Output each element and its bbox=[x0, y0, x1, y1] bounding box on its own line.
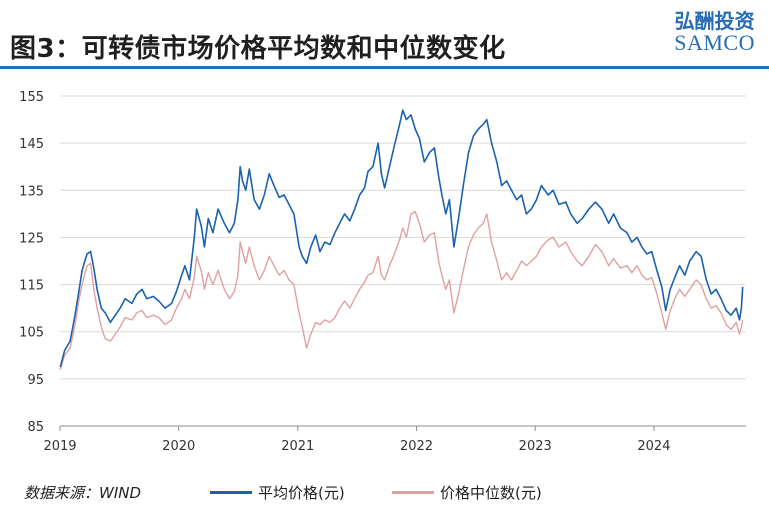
x-axis: 2019 2020 2021 2022 2023 2024 bbox=[43, 425, 746, 454]
y-tick-label: 135 bbox=[19, 184, 44, 199]
y-tick-label: 105 bbox=[19, 326, 44, 341]
brand-name-cn: 弘酬投资 bbox=[674, 9, 755, 33]
source-note: 数据来源：WIND bbox=[24, 484, 142, 502]
y-tick-label: 145 bbox=[19, 137, 44, 152]
y-axis-ticks: 85 95 105 115 125 135 145 155 bbox=[19, 90, 44, 435]
title-divider bbox=[0, 66, 769, 69]
series-lines bbox=[59, 109, 744, 370]
legend-swatch-mean bbox=[210, 491, 252, 494]
x-tick-label: 2024 bbox=[637, 439, 670, 454]
legend-label-mean: 平均价格(元) bbox=[258, 484, 345, 502]
brand-name-en: SAMCO bbox=[674, 30, 755, 55]
series-line-median bbox=[59, 210, 744, 370]
x-tick-label: 2020 bbox=[162, 439, 195, 454]
legend-swatch-median bbox=[392, 491, 434, 494]
y-tick-label: 115 bbox=[19, 279, 44, 294]
x-tick-label: 2021 bbox=[281, 439, 314, 454]
y-tick-label: 125 bbox=[19, 231, 44, 246]
y-tick-label: 85 bbox=[27, 420, 44, 435]
grid-lines bbox=[60, 95, 746, 380]
y-tick-label: 155 bbox=[19, 90, 44, 105]
x-tick-label: 2023 bbox=[519, 439, 552, 454]
page-title: 图3：可转债市场价格平均数和中位数变化 bbox=[10, 34, 506, 64]
chart-footer: 数据来源：WIND 平均价格(元) 价格中位数(元) bbox=[14, 482, 754, 504]
brand-logo: 弘酬投资 SAMCO bbox=[674, 10, 755, 54]
series-line-mean bbox=[59, 109, 744, 368]
x-tick-label: 2019 bbox=[43, 439, 76, 454]
legend-item-mean: 平均价格(元) bbox=[210, 482, 345, 503]
legend-label-median: 价格中位数(元) bbox=[440, 484, 542, 502]
y-tick-label: 95 bbox=[27, 373, 44, 388]
x-tick-label: 2022 bbox=[400, 439, 433, 454]
legend-item-median: 价格中位数(元) bbox=[392, 482, 542, 503]
